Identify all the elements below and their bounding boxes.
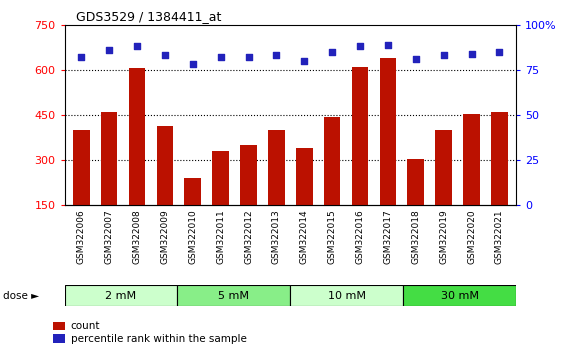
Text: GSM322011: GSM322011 (216, 209, 225, 264)
Bar (240, 145, 257, 205)
Bar (157, 126, 173, 205)
Point (383, 42, 392, 47)
Bar (491, 112, 508, 205)
Text: GSM322013: GSM322013 (272, 209, 281, 264)
Point (77, 55, 86, 60)
Text: GSM322020: GSM322020 (467, 209, 476, 264)
Bar (324, 116, 341, 205)
Text: GSM322019: GSM322019 (439, 209, 448, 264)
Bar (403, 285, 516, 306)
Bar (268, 130, 285, 205)
Bar (352, 67, 369, 205)
Point (411, 56, 420, 62)
Text: 5 mM: 5 mM (218, 291, 250, 301)
Bar (73, 130, 90, 205)
Point (467, 51, 476, 57)
Text: GSM322010: GSM322010 (188, 209, 197, 264)
Bar (128, 68, 145, 205)
Bar (435, 130, 452, 205)
Text: GSM322012: GSM322012 (244, 209, 253, 264)
Bar (185, 178, 201, 205)
Text: GDS3529 / 1384411_at: GDS3529 / 1384411_at (76, 10, 221, 23)
Bar (296, 148, 312, 205)
Text: GSM322021: GSM322021 (495, 209, 504, 264)
Point (356, 44, 365, 49)
Text: GSM322014: GSM322014 (300, 209, 309, 264)
Point (272, 53, 281, 58)
Point (105, 47, 114, 53)
Text: 10 mM: 10 mM (328, 291, 366, 301)
Point (300, 58, 309, 64)
Text: 30 mM: 30 mM (441, 291, 479, 301)
Point (216, 55, 225, 60)
Point (160, 53, 169, 58)
Point (244, 55, 253, 60)
Bar (212, 151, 229, 205)
Point (328, 49, 337, 55)
Text: GSM322006: GSM322006 (77, 209, 86, 264)
Point (132, 44, 141, 49)
Point (439, 53, 448, 58)
Bar (65, 285, 177, 306)
Text: GSM322007: GSM322007 (104, 209, 114, 264)
Bar (291, 285, 403, 306)
Point (495, 49, 504, 55)
Text: GSM322008: GSM322008 (132, 209, 141, 264)
Bar (463, 114, 480, 205)
Bar (177, 285, 291, 306)
Text: 2 mM: 2 mM (105, 291, 136, 301)
Point (188, 62, 197, 67)
Text: GSM322018: GSM322018 (411, 209, 420, 264)
Text: GSM322016: GSM322016 (356, 209, 365, 264)
Text: dose ►: dose ► (3, 291, 39, 301)
Bar (101, 112, 117, 205)
Bar (380, 58, 396, 205)
Text: GSM322017: GSM322017 (383, 209, 392, 264)
Text: GSM322015: GSM322015 (328, 209, 337, 264)
Text: GSM322009: GSM322009 (160, 209, 169, 264)
Legend: count, percentile rank within the sample: count, percentile rank within the sample (53, 321, 246, 344)
Bar (407, 159, 424, 205)
